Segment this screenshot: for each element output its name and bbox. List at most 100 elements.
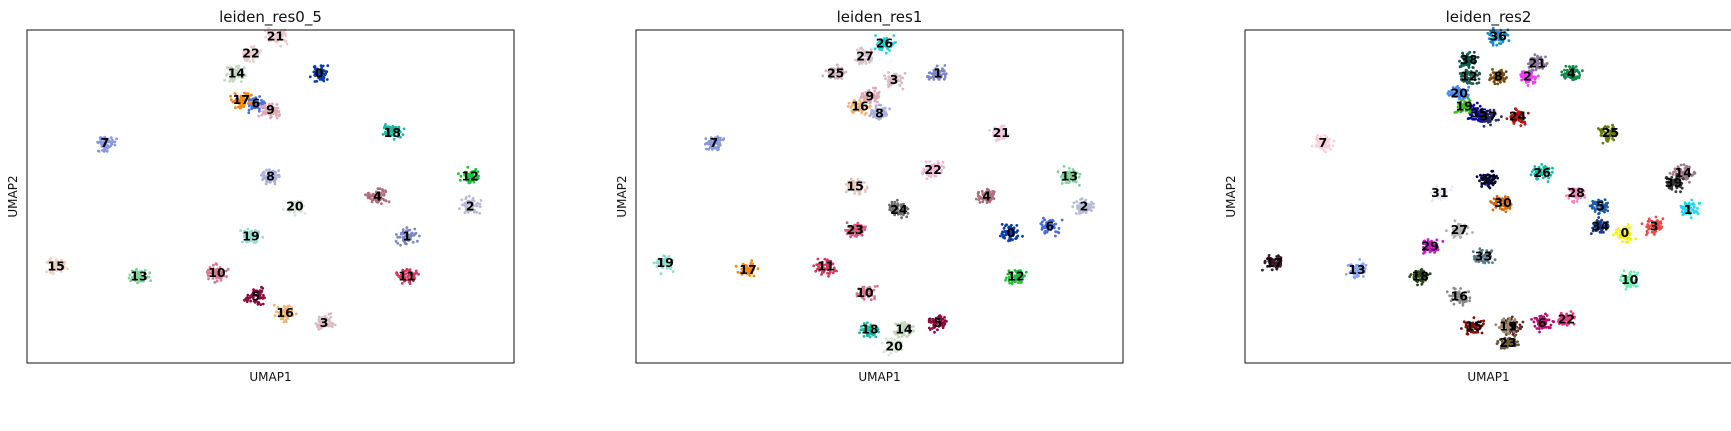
cluster-label-4: 4 <box>1567 65 1576 80</box>
cluster-label-21: 21 <box>993 125 1010 140</box>
cluster-points-1 <box>1679 198 1702 220</box>
cluster-label-9: 9 <box>865 89 874 104</box>
cluster-label-39: 39 <box>1665 175 1682 190</box>
cluster-points-0 <box>308 64 330 83</box>
cluster-points-8 <box>868 103 891 121</box>
cluster-points-6 <box>1039 216 1064 238</box>
cluster-label-2: 2 <box>1523 69 1532 84</box>
y-axis-label: UMAP2 <box>1224 175 1238 217</box>
cluster-points-5 <box>1588 198 1610 216</box>
cluster-points-12 <box>1004 269 1028 286</box>
cluster-points-12 <box>1458 66 1482 85</box>
cluster-label-9: 9 <box>266 102 275 117</box>
cluster-points-16 <box>1445 286 1472 307</box>
cluster-label-4: 4 <box>982 189 991 204</box>
cluster-points-26 <box>873 34 897 55</box>
cluster-label-6: 6 <box>252 95 261 110</box>
cluster-label-9: 9 <box>1509 318 1518 333</box>
cluster-label-0: 0 <box>1621 225 1630 240</box>
cluster-label-13: 13 <box>130 268 147 283</box>
cluster-label-36: 36 <box>1489 29 1507 44</box>
cluster-label-10: 10 <box>208 265 226 280</box>
cluster-label-19: 19 <box>1455 99 1472 114</box>
cluster-label-24: 24 <box>1509 109 1527 124</box>
cluster-points-21 <box>263 27 289 48</box>
cluster-label-2: 2 <box>466 199 475 214</box>
cluster-label-27: 27 <box>856 49 873 64</box>
cluster-points-10 <box>855 284 879 302</box>
cluster-points-16 <box>846 98 872 116</box>
cluster-points-10 <box>205 262 230 284</box>
cluster-label-5: 5 <box>1596 199 1605 214</box>
cluster-label-18: 18 <box>384 125 401 140</box>
cluster-label-20: 20 <box>286 199 304 214</box>
panel-title: leiden_res0_5 <box>219 8 322 27</box>
cluster-label-21: 21 <box>1528 55 1545 70</box>
cluster-label-10: 10 <box>1621 272 1639 287</box>
cluster-points-4 <box>364 187 391 206</box>
plot-frame <box>635 29 1124 364</box>
cluster-points-7 <box>703 135 726 152</box>
cluster-points-19 <box>652 254 675 276</box>
cluster-label-15: 15 <box>846 179 863 194</box>
cluster-points-20 <box>880 337 904 357</box>
cluster-label-28: 28 <box>1567 185 1584 200</box>
cluster-label-11: 11 <box>398 268 415 283</box>
cluster-points-15 <box>844 177 869 196</box>
cluster-points-16 <box>272 303 298 324</box>
cluster-points-2 <box>1071 197 1096 215</box>
cluster-points-9 <box>257 102 282 120</box>
cluster-points-14 <box>1668 163 1697 184</box>
cluster-points-7 <box>1310 133 1336 154</box>
cluster-points-11 <box>812 257 838 278</box>
cluster-points-39 <box>1664 172 1685 194</box>
cluster-points-20 <box>1446 85 1471 101</box>
cluster-label-6: 6 <box>1538 315 1547 330</box>
cluster-label-19: 19 <box>656 255 673 270</box>
cluster-points-13 <box>1344 258 1368 280</box>
cluster-label-6: 6 <box>1046 219 1055 234</box>
cluster-points-33 <box>1471 247 1497 265</box>
panel-title: leiden_res1 <box>837 8 923 27</box>
cluster-label-18: 18 <box>861 322 878 337</box>
cluster-label-14: 14 <box>1675 165 1693 180</box>
cluster-points-1 <box>926 64 948 81</box>
cluster-label-3: 3 <box>890 72 899 87</box>
cluster-points-13 <box>127 267 152 285</box>
cluster-points-22 <box>921 160 946 181</box>
cluster-points-21 <box>988 124 1010 143</box>
cluster-label-34: 34 <box>1592 219 1610 234</box>
cluster-points-13 <box>1056 165 1082 187</box>
cluster-label-29: 29 <box>1421 239 1438 254</box>
cluster-label-23: 23 <box>1499 335 1516 350</box>
cluster-points-12 <box>457 165 480 185</box>
cluster-label-16: 16 <box>1451 288 1469 303</box>
cluster-points-20 <box>282 199 307 217</box>
cluster-label-8: 8 <box>266 169 275 184</box>
cluster-points-4 <box>1560 64 1584 82</box>
cluster-label-17: 17 <box>739 262 756 277</box>
plot-frame <box>26 29 515 364</box>
y-axis-label: UMAP2 <box>615 175 629 217</box>
cluster-points-5 <box>927 314 948 334</box>
cluster-label-37: 37 <box>1480 109 1497 124</box>
cluster-points-23 <box>1495 333 1520 350</box>
cluster-points-14 <box>892 320 915 339</box>
cluster-label-15: 15 <box>47 258 64 273</box>
cluster-label-17: 17 <box>233 92 250 107</box>
cluster-points-14 <box>223 64 247 83</box>
panel-leiden-res1: leiden_res1 0123456789101112131415161718… <box>615 8 1124 384</box>
cluster-label-5: 5 <box>252 288 261 303</box>
cluster-label-0: 0 <box>315 65 324 80</box>
cluster-label-12: 12 <box>1007 268 1024 283</box>
cluster-label-10: 10 <box>856 285 874 300</box>
cluster-label-31: 31 <box>1431 185 1448 200</box>
cluster-label-0: 0 <box>1007 225 1016 240</box>
cluster-label-17: 17 <box>1265 255 1282 270</box>
cluster-points-25 <box>821 63 848 80</box>
cluster-label-16: 16 <box>851 99 869 114</box>
cluster-points-23 <box>844 221 867 239</box>
cluster-points-1 <box>394 226 421 247</box>
cluster-label-1: 1 <box>934 65 943 80</box>
